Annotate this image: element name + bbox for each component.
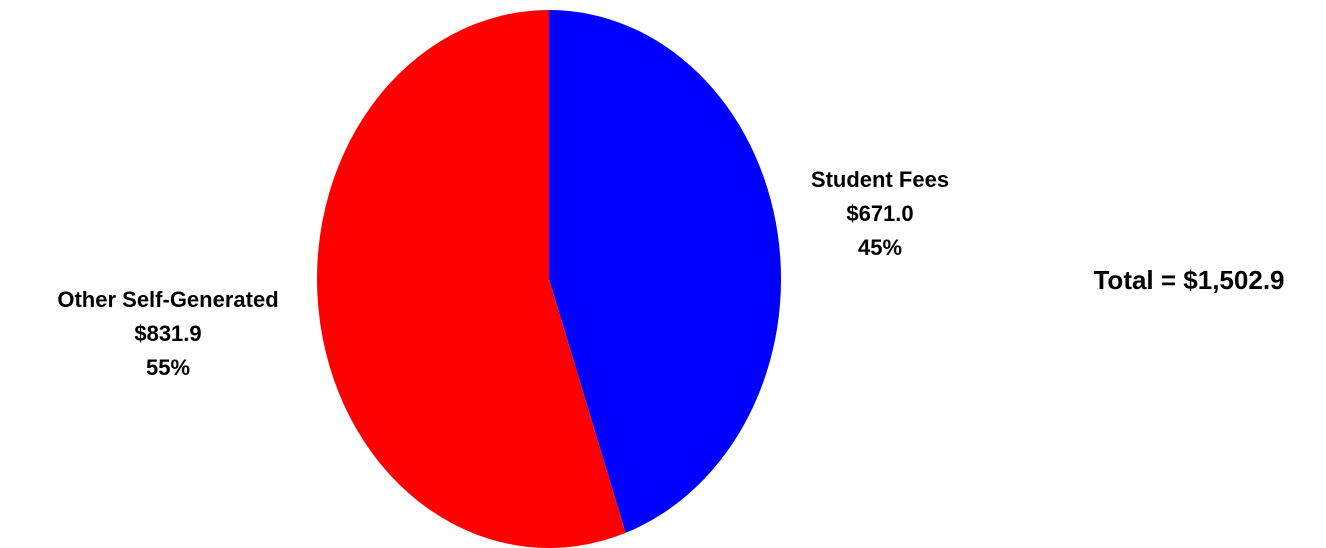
pie-slices <box>317 10 782 548</box>
slice-name-student-fees: Student Fees <box>810 167 950 192</box>
slice-name-other-self-generated: Other Self-Generated <box>57 287 279 312</box>
slice-value-student-fees: $671.0 <box>846 201 914 226</box>
total-label: Total = $1,502.9 <box>1093 265 1285 295</box>
slice-label-other-self-generated: Other Self-Generated $831.9 55% <box>8 283 328 385</box>
slice-percent-other-self-generated: 55% <box>145 355 191 380</box>
pie-slice-other-self-generated <box>317 10 626 548</box>
slice-label-student-fees: Student Fees $671.0 45% <box>760 163 1000 265</box>
pie-slice-student-fees <box>549 10 782 533</box>
slice-value-other-self-generated: $831.9 <box>134 321 202 346</box>
slice-percent-student-fees: 45% <box>857 235 903 260</box>
